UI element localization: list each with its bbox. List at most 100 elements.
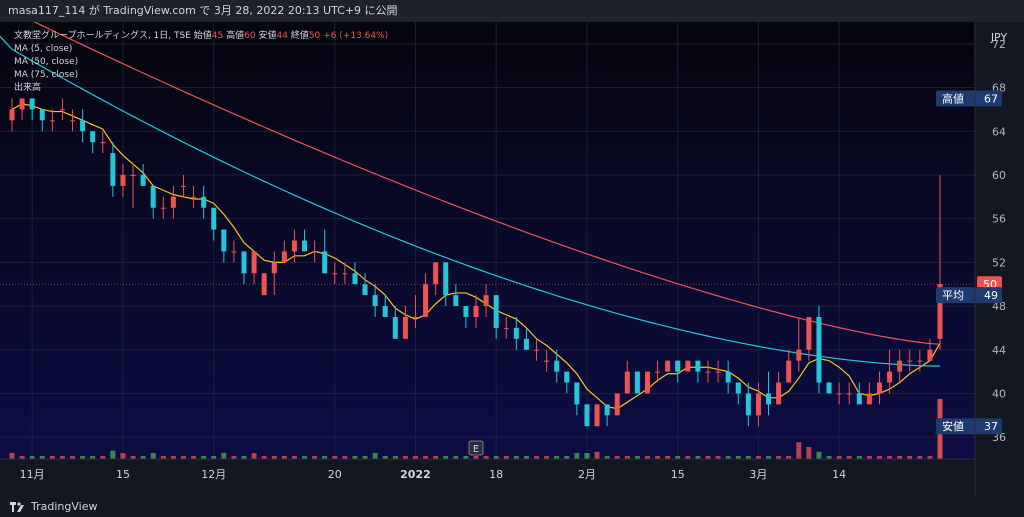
volume-bar	[665, 456, 671, 459]
candle	[463, 306, 469, 328]
chart-area[interactable]: 36 40 44 48 52 56 60 64 68 72 JPY 11月 15 12月 20 2022 18…	[0, 22, 1024, 497]
volume-bar	[826, 456, 832, 459]
volume-bar	[604, 456, 610, 459]
candle	[796, 316, 802, 372]
volume-bar	[655, 456, 661, 459]
candle	[856, 382, 862, 405]
volume-bar	[140, 456, 146, 459]
volume-bar	[866, 456, 872, 459]
candle	[766, 371, 772, 416]
volume-bar	[332, 456, 338, 459]
price-tag-value: 67	[984, 92, 998, 105]
volume-bar	[715, 456, 721, 459]
candle	[745, 382, 751, 427]
ma50-line	[0, 35, 941, 367]
candle	[281, 240, 287, 263]
volume-bar	[634, 456, 640, 459]
candle	[362, 273, 368, 296]
legend-low-value: 44	[276, 31, 288, 41]
volume-bar	[251, 453, 257, 459]
x-tick-label: 12月	[201, 468, 226, 481]
price-tag-label: 平均	[942, 289, 964, 302]
candle	[493, 295, 499, 339]
volume-bar	[302, 456, 308, 459]
y-tick-label: 40	[992, 387, 1006, 400]
volume-bar	[534, 456, 540, 459]
candle	[715, 360, 721, 383]
candle	[695, 360, 701, 383]
volume-bar	[745, 456, 751, 459]
candle	[70, 109, 76, 132]
candle	[554, 349, 560, 383]
candle	[221, 229, 227, 263]
legend-ma75[interactable]: MA (75, close)	[14, 70, 79, 80]
candle	[443, 262, 449, 307]
candle	[866, 382, 872, 405]
legend-ma50[interactable]: MA (50, close)	[14, 57, 79, 67]
volume-bar	[392, 456, 398, 459]
x-tick-label: 15	[116, 468, 130, 481]
volume-bar	[423, 456, 429, 459]
volume-bar	[39, 456, 45, 459]
legend-change: +6 (+13.64%)	[323, 31, 389, 41]
candle	[513, 316, 519, 350]
candle	[755, 382, 761, 427]
candle	[564, 371, 570, 394]
volume-bar	[443, 456, 449, 459]
volume-bar	[917, 456, 923, 459]
volume-bar	[594, 451, 600, 459]
time-axis-panel	[0, 459, 975, 497]
candle	[19, 98, 25, 121]
candle	[937, 174, 943, 350]
candle	[160, 196, 166, 219]
earnings-badge[interactable]	[468, 440, 484, 456]
volume-bar	[796, 442, 802, 459]
candle	[120, 164, 126, 197]
volume-bar	[453, 456, 459, 459]
chart-legend: 文教堂グループホールディングス, 1日, TSE 始値45 高値60 安値44 …	[14, 30, 388, 95]
candle	[110, 142, 116, 197]
legend-volume[interactable]: 出来高	[14, 83, 42, 93]
candle	[705, 360, 711, 383]
legend-close-label: 終値	[290, 31, 309, 41]
volume-bar	[372, 453, 378, 459]
earnings-marker[interactable]: E	[468, 440, 484, 456]
legend-main-line: 文教堂グループホールディングス, 1日, TSE 始値45 高値60 安値44 …	[14, 30, 388, 43]
candle	[231, 240, 237, 263]
candle	[180, 174, 186, 197]
currency-label: JPY	[990, 31, 1008, 44]
volume-bar	[211, 456, 217, 459]
x-tick-label: 14	[832, 468, 846, 481]
volume-bar	[695, 456, 701, 459]
footer: TradingView	[0, 497, 1024, 517]
legend-ma5[interactable]: MA (5, close)	[14, 44, 73, 54]
candle	[675, 360, 681, 383]
tradingview-logo[interactable]: TradingView	[10, 497, 97, 517]
volume-bar	[887, 456, 893, 459]
volume-bar	[352, 456, 358, 459]
candle	[604, 404, 610, 427]
candle	[826, 382, 832, 394]
volume-bar	[70, 456, 76, 459]
volume-bar	[806, 447, 812, 459]
volume-bar	[493, 456, 499, 459]
y-tick-label: 52	[992, 256, 1006, 269]
candle	[201, 185, 207, 219]
x-tick-label: 11月	[20, 468, 45, 481]
candle	[725, 360, 731, 394]
candle	[655, 360, 661, 383]
volume-bar	[241, 456, 247, 459]
x-tick-label: 2022	[400, 468, 431, 481]
legend-high-label: 高値	[226, 31, 245, 41]
volume-bar	[574, 453, 580, 459]
volume-bar	[644, 456, 650, 459]
publish-header: masa117_114 が TradingView.com で 3月 28, 2…	[0, 0, 1024, 22]
volume-bar	[412, 456, 418, 459]
volume-bar	[705, 456, 711, 459]
volume-bar	[160, 456, 166, 459]
candle	[816, 306, 822, 394]
volume-bar	[281, 456, 287, 459]
